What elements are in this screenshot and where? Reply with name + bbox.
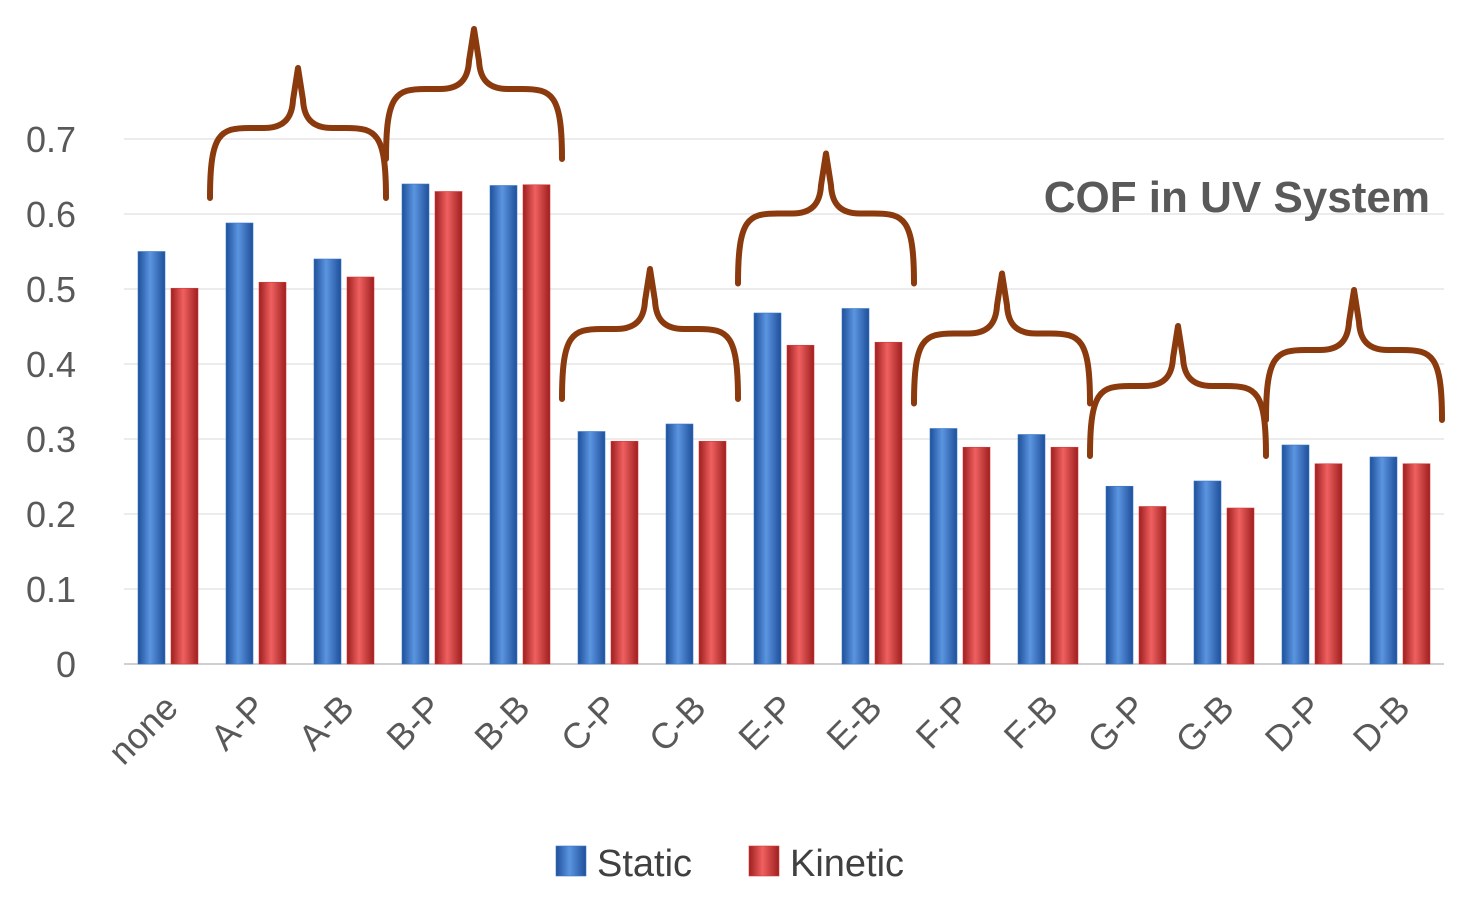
bar-static-c-b (665, 423, 694, 665)
bar-kinetic-none (170, 287, 199, 665)
bar-kinetic-c-p (610, 440, 639, 665)
gridlines (124, 138, 1444, 665)
bar-kinetic-b-b (522, 184, 551, 665)
x-tick-label: B-B (466, 687, 537, 758)
legend-swatch-kinetic (748, 845, 780, 877)
y-tick-label: 0.2 (26, 494, 76, 535)
x-tick-label: D-P (1257, 687, 1330, 760)
x-tick-label: A-B (290, 687, 361, 758)
bar-static-c-p (577, 431, 606, 665)
bar-static-g-p (1105, 485, 1134, 665)
brace-a-p-a-b (207, 65, 389, 201)
bar-static-none (137, 251, 166, 665)
x-tick-label: E-B (818, 687, 889, 758)
x-tick-label: F-B (996, 687, 1066, 757)
x-tick-label: F-P (908, 687, 978, 757)
brace-b-p-b-b (383, 26, 565, 162)
legend-swatch-static (555, 845, 587, 877)
bars (137, 183, 1431, 665)
bar-static-d-p (1281, 444, 1310, 665)
x-tick-label: D-B (1345, 687, 1418, 760)
bar-kinetic-g-p (1138, 506, 1167, 665)
bar-static-f-p (929, 428, 958, 665)
x-axis: none A-P A-B B-P B-B C-P C-B E-P E-B F-P F-B G-P G-B… (100, 687, 1418, 773)
bar-kinetic-g-b (1226, 507, 1255, 665)
y-axis: 0 0.1 0.2 0.3 0.4 0.5 0.6 0.7 (26, 119, 76, 685)
y-tick-label: 0.7 (26, 119, 76, 160)
bar-kinetic-c-b (698, 440, 727, 665)
bar-kinetic-a-p (258, 281, 287, 665)
bar-kinetic-d-p (1314, 463, 1343, 665)
bar-kinetic-a-b (346, 276, 375, 665)
bar-static-a-p (225, 222, 254, 665)
bar-static-a-b (313, 258, 342, 665)
bar-kinetic-e-p (786, 344, 815, 665)
x-tick-label: A-P (202, 687, 273, 758)
legend-label-kinetic: Kinetic (790, 843, 904, 885)
x-tick-label: G-P (1079, 687, 1153, 761)
y-tick-label: 0.6 (26, 194, 76, 235)
y-tick-label: 0.5 (26, 269, 76, 310)
bar-static-d-b (1369, 456, 1398, 665)
y-tick-label: 0.3 (26, 419, 76, 460)
y-tick-label: 0.4 (26, 344, 76, 385)
chart-title: COF in UV System (1044, 173, 1430, 222)
bar-static-e-b (841, 308, 870, 665)
x-tick-label: B-P (378, 687, 449, 758)
legend-label-static: Static (597, 843, 692, 885)
x-tick-label: C-P (553, 687, 626, 760)
bar-static-e-p (753, 312, 782, 665)
x-tick-label: G-B (1167, 687, 1241, 761)
bar-static-b-p (401, 183, 430, 665)
bar-kinetic-d-b (1402, 463, 1431, 665)
bar-static-f-b (1017, 434, 1046, 665)
brace-d-p-d-b (1263, 287, 1445, 423)
annotation-braces (207, 26, 1445, 459)
x-tick-label: C-B (641, 687, 714, 760)
y-tick-label: 0.1 (26, 569, 76, 610)
x-tick-label: none (100, 687, 186, 773)
bar-kinetic-e-b (874, 341, 903, 665)
brace-e-p-e-b (735, 150, 917, 287)
y-tick-label: 0 (56, 644, 76, 685)
bar-static-g-b (1193, 480, 1222, 665)
bar-kinetic-f-b (1050, 446, 1079, 665)
bar-kinetic-b-p (434, 191, 463, 665)
x-tick-label: E-P (730, 687, 801, 758)
brace-f-p-f-b (911, 270, 1093, 407)
bar-static-b-b (489, 185, 518, 665)
brace-c-p-c-b (559, 266, 741, 402)
brace-g-p-g-b (1087, 323, 1269, 459)
bar-kinetic-f-p (962, 446, 991, 665)
legend: Static Kinetic (555, 843, 904, 885)
